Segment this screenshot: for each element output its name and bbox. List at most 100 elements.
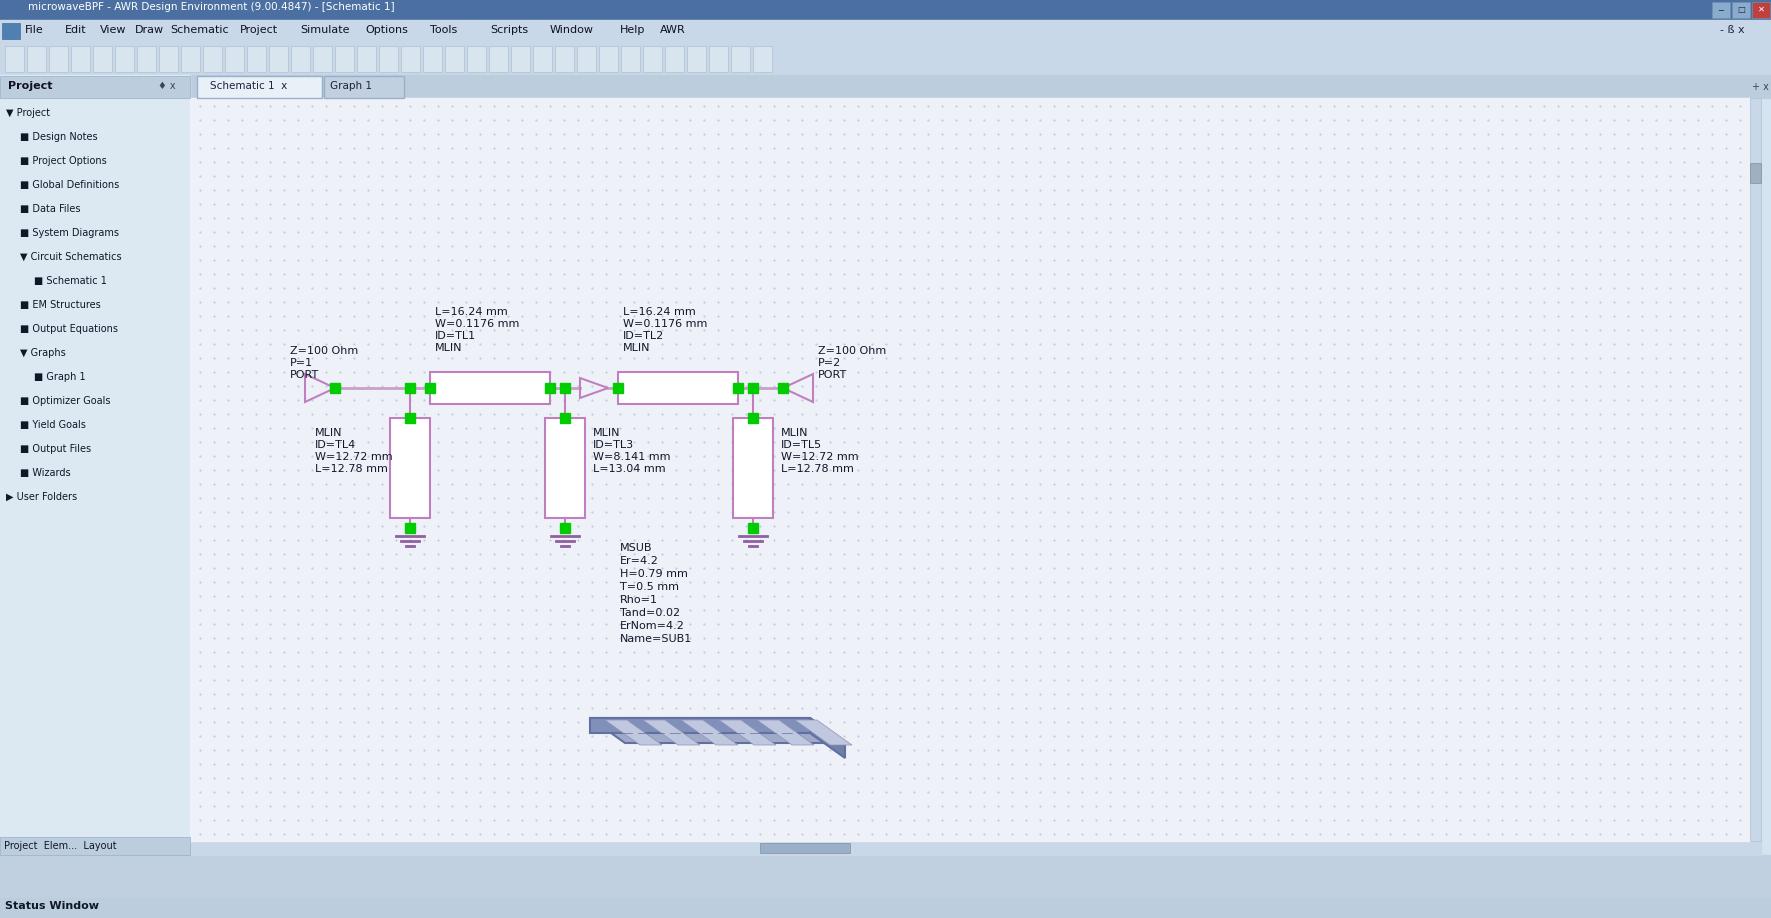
Bar xyxy=(246,46,266,72)
Bar xyxy=(0,76,189,98)
Polygon shape xyxy=(756,720,815,745)
Text: ■ System Diagrams: ■ System Diagrams xyxy=(19,228,119,238)
Text: MSUB: MSUB xyxy=(620,543,652,553)
Bar xyxy=(1732,2,1750,18)
Text: ■ Design Notes: ■ Design Notes xyxy=(19,132,97,142)
Bar xyxy=(27,46,46,72)
Polygon shape xyxy=(809,718,845,758)
Text: ■ Wizards: ■ Wizards xyxy=(19,468,71,478)
Text: ♦ x: ♦ x xyxy=(158,81,175,91)
Bar xyxy=(533,46,553,72)
Text: W=0.1176 mm: W=0.1176 mm xyxy=(623,319,707,329)
Text: L=12.78 mm: L=12.78 mm xyxy=(781,464,854,474)
Bar xyxy=(643,46,662,72)
Bar xyxy=(71,46,90,72)
Polygon shape xyxy=(682,720,739,745)
Bar xyxy=(94,46,112,72)
Text: + x: + x xyxy=(1752,82,1769,92)
Text: Name=SUB1: Name=SUB1 xyxy=(620,634,692,644)
Text: Window: Window xyxy=(551,25,593,35)
Text: L=16.24 mm: L=16.24 mm xyxy=(623,307,696,317)
Text: Options: Options xyxy=(365,25,407,35)
Text: PORT: PORT xyxy=(290,370,319,380)
Text: ─: ─ xyxy=(1718,5,1723,14)
Bar xyxy=(753,46,772,72)
Bar xyxy=(489,46,508,72)
Bar xyxy=(269,46,289,72)
Text: ■ Global Definitions: ■ Global Definitions xyxy=(19,180,119,190)
Text: ▼ Circuit Schematics: ▼ Circuit Schematics xyxy=(19,252,122,262)
Bar xyxy=(468,46,485,72)
Text: Z=100 Ohm: Z=100 Ohm xyxy=(818,346,886,356)
Bar xyxy=(5,46,25,72)
Text: ▶ User Folders: ▶ User Folders xyxy=(5,492,78,502)
Bar xyxy=(618,372,739,404)
Polygon shape xyxy=(643,720,700,745)
Text: Tand=0.02: Tand=0.02 xyxy=(620,608,680,618)
Bar xyxy=(445,46,464,72)
Bar xyxy=(189,841,1760,855)
Bar xyxy=(1752,2,1769,18)
Text: AWR: AWR xyxy=(661,25,685,35)
Text: ▼ Project: ▼ Project xyxy=(5,108,50,118)
Bar xyxy=(430,372,551,404)
Text: ID=TL3: ID=TL3 xyxy=(593,440,634,450)
Polygon shape xyxy=(606,720,662,745)
Text: W=12.72 mm: W=12.72 mm xyxy=(781,452,859,462)
Text: ID=TL2: ID=TL2 xyxy=(623,331,664,341)
Bar xyxy=(1750,163,1760,183)
Text: Project: Project xyxy=(9,81,53,91)
Text: MLIN: MLIN xyxy=(781,428,809,438)
Bar xyxy=(290,46,310,72)
Text: ■ EM Structures: ■ EM Structures xyxy=(19,300,101,310)
Text: W=0.1176 mm: W=0.1176 mm xyxy=(436,319,519,329)
Text: P=2: P=2 xyxy=(818,358,841,368)
Polygon shape xyxy=(590,718,845,743)
Bar xyxy=(554,46,574,72)
Bar xyxy=(664,46,684,72)
Text: Schematic: Schematic xyxy=(170,25,228,35)
Text: Graph 1: Graph 1 xyxy=(329,81,372,91)
Text: Rho=1: Rho=1 xyxy=(620,595,659,605)
Bar xyxy=(423,46,443,72)
Text: MLIN: MLIN xyxy=(593,428,620,438)
Text: W=12.72 mm: W=12.72 mm xyxy=(315,452,393,462)
Bar xyxy=(0,898,1771,918)
Text: ID=TL5: ID=TL5 xyxy=(781,440,822,450)
Bar xyxy=(0,41,1771,75)
Text: MLIN: MLIN xyxy=(436,343,462,353)
Text: - ß x: - ß x xyxy=(1720,25,1744,35)
Text: L=12.78 mm: L=12.78 mm xyxy=(315,464,388,474)
Bar xyxy=(159,46,179,72)
Bar xyxy=(622,46,639,72)
Text: ■ Graph 1: ■ Graph 1 xyxy=(34,372,85,382)
Text: Z=100 Ohm: Z=100 Ohm xyxy=(290,346,358,356)
Bar xyxy=(577,46,597,72)
Text: Schematic 1  x: Schematic 1 x xyxy=(211,81,287,91)
Bar xyxy=(708,46,728,72)
Bar xyxy=(1750,98,1760,841)
Text: Er=4.2: Er=4.2 xyxy=(620,556,659,566)
Bar xyxy=(189,75,1771,98)
Text: ■ Data Files: ■ Data Files xyxy=(19,204,80,214)
Bar xyxy=(2,23,19,39)
Text: Simulate: Simulate xyxy=(299,25,349,35)
Bar xyxy=(358,46,375,72)
Text: ▼ Graphs: ▼ Graphs xyxy=(19,348,66,358)
Text: Scripts: Scripts xyxy=(491,25,528,35)
Text: Project: Project xyxy=(241,25,278,35)
Polygon shape xyxy=(795,720,852,745)
Text: ■ Schematic 1: ■ Schematic 1 xyxy=(34,276,106,286)
Bar xyxy=(0,75,189,855)
Bar xyxy=(733,418,772,518)
Bar xyxy=(181,46,200,72)
Text: MLIN: MLIN xyxy=(623,343,650,353)
Text: W=8.141 mm: W=8.141 mm xyxy=(593,452,671,462)
Bar xyxy=(512,46,530,72)
Text: ■ Yield Goals: ■ Yield Goals xyxy=(19,420,85,430)
Bar xyxy=(760,843,850,853)
Bar xyxy=(189,98,1750,841)
Text: Tools: Tools xyxy=(430,25,457,35)
Text: ■ Output Equations: ■ Output Equations xyxy=(19,324,119,334)
Text: P=1: P=1 xyxy=(290,358,313,368)
